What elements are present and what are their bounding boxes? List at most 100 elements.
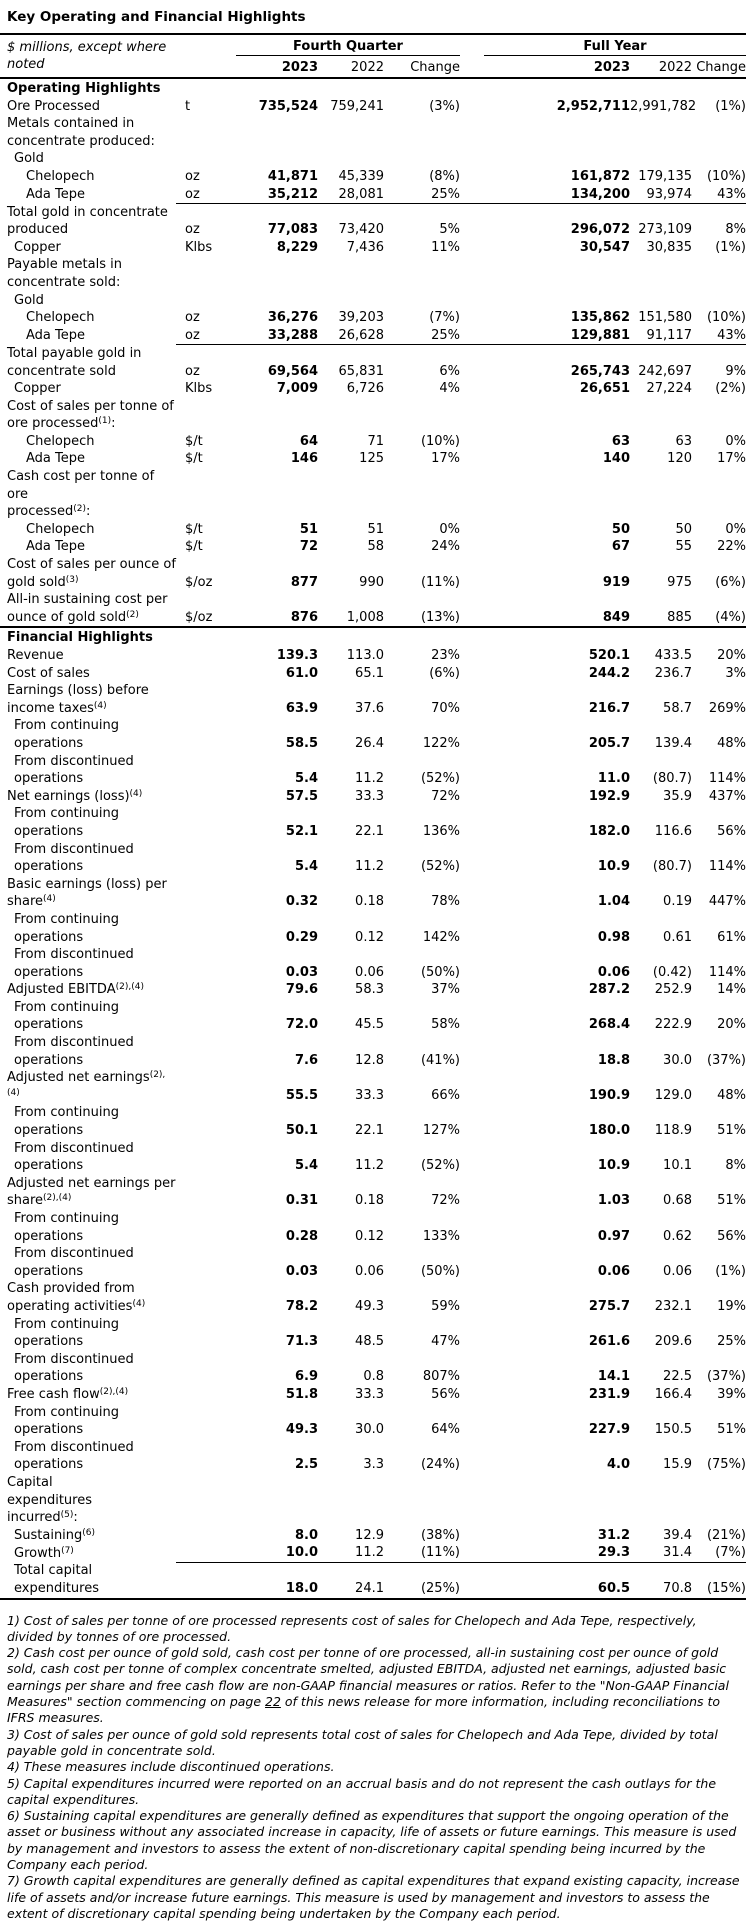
value-cell: 39.4	[663, 1527, 692, 1543]
table-row: Cash cost per tonne of ore processed(2):	[0, 468, 746, 521]
value-cell: 125	[359, 451, 384, 467]
row-label: Metals contained in concentrate produced…	[7, 116, 155, 149]
value-cell: 0.06	[597, 964, 630, 980]
value-cell: 36,276	[267, 310, 318, 326]
value-cell: 275.7	[588, 1298, 630, 1314]
unit-cell	[176, 1245, 228, 1280]
value-cell: 231.9	[588, 1386, 630, 1402]
value-cell: 0.61	[663, 929, 692, 945]
value-cell: 52.1	[285, 823, 318, 839]
page-22-link[interactable]: 22	[265, 1694, 281, 1710]
value-cell: 269%	[708, 700, 746, 716]
table-row: Total capital expenditures 18.0 24.1 (25%) 6…	[0, 1562, 746, 1600]
value-cell: (11%)	[420, 574, 460, 590]
value-cell: 885	[630, 591, 692, 629]
value-cell: 1.04	[597, 894, 630, 910]
subheader-row: 2023 2022 Change 2023 2022 Change	[228, 56, 746, 77]
footnote-ref: (2)	[73, 504, 86, 515]
value-cell: 0.62	[663, 1228, 692, 1244]
value-cell: 67	[611, 539, 630, 555]
table-row: Basic earnings (loss) per share(4) 0.32 0.…	[0, 876, 746, 911]
value-cell: 25%	[717, 1334, 746, 1350]
unit-cell: $/oz	[176, 591, 228, 629]
value-cell: 216.7	[588, 700, 630, 716]
value-cell: (24%)	[420, 1457, 460, 1473]
value-cell: 0.06	[355, 1263, 384, 1279]
value-cell: 58	[367, 539, 384, 555]
value-cell: 120	[667, 451, 692, 467]
value-cell	[228, 627, 318, 647]
row-label: Ore Processed	[7, 98, 100, 114]
row-label: All-in sustaining cost per ounce of gold…	[0, 591, 176, 629]
value-cell: 79.6	[285, 982, 318, 998]
row-label: From continuing operations	[14, 911, 119, 945]
value-cell	[460, 256, 630, 291]
value-cell: (10%)	[706, 310, 746, 326]
value-cell: 520.1	[588, 648, 630, 663]
row-label: From continuing operations	[14, 1404, 119, 1438]
value-cell: 11.0	[597, 771, 630, 787]
unit-cell	[176, 398, 228, 433]
table-row: From discontinued operations 0.03 0.06 (50%…	[0, 946, 746, 981]
value-cell: (80.7)	[652, 859, 692, 875]
value-cell	[692, 150, 746, 168]
value-cell: 33.3	[355, 788, 384, 804]
table-row: From continuing operations 52.1 22.1 136% 18…	[0, 805, 746, 840]
value-cell	[460, 1474, 630, 1527]
footnote-ref: (4)	[93, 700, 107, 711]
value-cell: 0.97	[597, 1228, 630, 1244]
value-cell: 12.8	[355, 1052, 384, 1068]
value-cell: (4%)	[692, 591, 746, 629]
table-row: From continuing operations 50.1 22.1 127% 18…	[0, 1104, 746, 1139]
value-cell: (0.42)	[652, 964, 692, 980]
value-cell: 849	[460, 591, 630, 629]
value-cell: (37%)	[706, 1369, 746, 1385]
value-cell: 139.4	[654, 735, 692, 751]
value-cell	[460, 627, 630, 647]
value-cell: 11.2	[355, 771, 384, 787]
value-cell: 71	[367, 433, 384, 449]
row-label: Chelopech	[26, 310, 95, 326]
unit-cell	[176, 665, 228, 683]
footnote: 3) Cost of sales per ounce of gold sold …	[7, 1726, 718, 1758]
table-row: Chelopech oz 41,871 45,339 (8%) 161,872 179,13…	[0, 168, 746, 186]
value-cell: 0.68	[663, 1193, 692, 1209]
unit-cell: oz	[185, 168, 200, 184]
row-label: From continuing operations	[14, 1211, 119, 1244]
footnote-ref: (2),(4)	[43, 1193, 72, 1204]
value-cell: 28,081	[318, 185, 384, 205]
value-cell: 735,524	[258, 98, 318, 114]
value-cell: 236.7	[654, 665, 692, 681]
value-cell: 114%	[708, 859, 746, 875]
value-cell: 179,135	[638, 168, 692, 184]
value-cell: 8.0	[294, 1527, 318, 1543]
value-cell: 0%	[439, 521, 460, 537]
value-cell: 190.9	[588, 1087, 630, 1103]
row-label: Ada Tepe	[26, 539, 85, 555]
row-label: Cost of sales per tonne of ore processed…	[7, 398, 174, 432]
table-row: From continuing operations 0.28 0.12 133% 0.…	[0, 1210, 746, 1245]
value-cell	[692, 256, 746, 291]
unit-cell	[176, 1034, 228, 1069]
value-cell	[228, 150, 318, 168]
unit-cell	[176, 1175, 228, 1210]
value-cell: 182.0	[588, 823, 630, 839]
unit-cell: $/t	[185, 521, 203, 537]
value-cell: 30.0	[663, 1052, 692, 1068]
value-cell	[384, 468, 460, 521]
value-cell: (6%)	[715, 574, 746, 590]
value-cell: 29.3	[460, 1544, 630, 1563]
value-cell: 30,835	[646, 239, 693, 255]
table-row: From discontinued operations 6.9 0.8 807% 14…	[0, 1351, 746, 1386]
unit-cell	[176, 1280, 228, 1315]
value-cell	[318, 292, 384, 310]
value-cell: 27,224	[646, 381, 693, 397]
value-cell: 0.8	[363, 1369, 384, 1385]
value-cell: 58.3	[355, 982, 384, 998]
value-cell: (7%)	[692, 1544, 746, 1563]
table-row: Financial Highlights	[0, 627, 746, 647]
unit-cell	[176, 292, 228, 310]
table-row: From discontinued operations 5.4 11.2 (52%)…	[0, 841, 746, 876]
value-cell: 4%	[439, 381, 460, 397]
value-cell: 72%	[431, 1193, 460, 1209]
